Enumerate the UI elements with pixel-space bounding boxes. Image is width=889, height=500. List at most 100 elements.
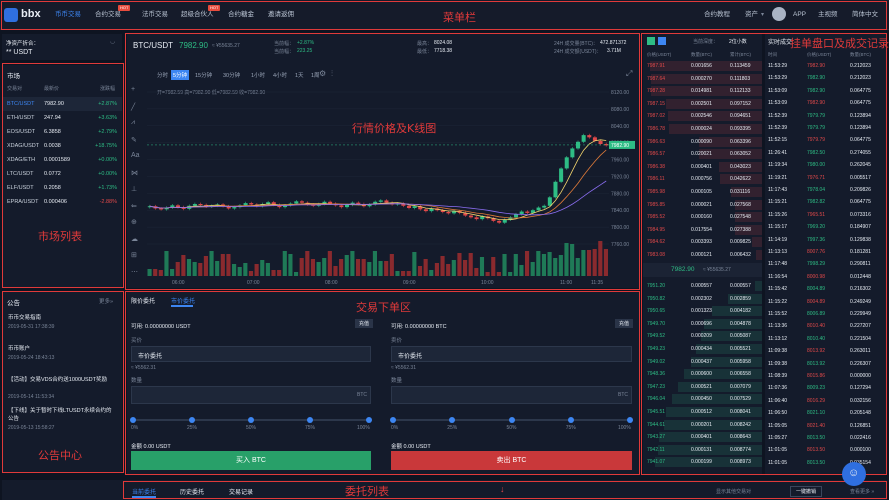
ask-row[interactable]: 7985.52 0.000160 0.027548 [643, 211, 762, 223]
buy-price-input[interactable]: 市价委托 [131, 346, 371, 362]
brush-icon[interactable]: ✎ [131, 136, 137, 144]
bid-row[interactable]: 7949.23 0.000434 0.005521 [643, 343, 762, 355]
nav-item-partner[interactable]: 超级合伙人 [181, 11, 214, 18]
depth-both-icon[interactable] [647, 37, 655, 45]
tab-trade-records[interactable]: 交易记录 [229, 490, 254, 496]
slider-node[interactable] [248, 417, 254, 423]
market-row[interactable]: ELF/USDT 0.2058 +1.73% [2, 181, 122, 195]
notice-item-title[interactable]: 币币交易指南 [8, 315, 42, 321]
interval-tab[interactable]: 分时 [157, 73, 169, 79]
ask-row[interactable]: 7984.95 0.017554 0.027388 [643, 224, 762, 236]
market-row[interactable]: BTC/USDT 7982.90 +2.87% [2, 97, 122, 111]
slider-node[interactable] [627, 417, 633, 423]
slider-node[interactable] [130, 417, 136, 423]
indicator-icon[interactable]: ⫶ [331, 69, 333, 78]
avatar[interactable] [772, 7, 786, 21]
tab-market-order[interactable]: 市价委托 [171, 299, 196, 305]
bid-row[interactable]: 7943.27 0.000401 0.008643 [643, 431, 762, 443]
sell-percent-slider[interactable]: 0% 25% 50% 75% 100% [390, 416, 633, 432]
notice-more-link[interactable]: 更多» [99, 299, 114, 305]
ask-row[interactable]: 7986.57 0.020021 0.063052 [643, 148, 762, 160]
cancel-all-button[interactable]: 一键撤销 [790, 486, 823, 497]
ask-row[interactable]: 7986.11 0.000756 0.042622 [643, 173, 762, 185]
ask-row[interactable]: 7987.91 0.001656 0.113459 [643, 60, 762, 72]
pattern-icon[interactable]: ⋈ [131, 169, 138, 177]
ask-row[interactable]: 7983.08 0.000121 0.006432 [643, 249, 762, 261]
slider-node[interactable] [390, 417, 396, 423]
ask-row[interactable]: 7984.62 0.003393 0.009825 [643, 236, 762, 248]
settings-icon[interactable]: ⚙ [319, 69, 327, 78]
slider-node[interactable] [567, 417, 574, 423]
buy-button[interactable]: 买入 BTC [131, 451, 371, 470]
interval-tab[interactable]: 4小时 [273, 73, 288, 79]
bid-row[interactable]: 7945.51 0.000512 0.008041 [643, 406, 762, 418]
nav-item-spot[interactable]: 币币交易 [55, 11, 81, 18]
bid-row[interactable]: 7942.11 0.000131 0.008774 [643, 444, 762, 456]
bid-row[interactable]: 7950.65 0.001323 0.004182 [643, 305, 762, 317]
nav-item-futures[interactable]: 合约交易 [95, 11, 121, 18]
ask-row[interactable]: 7987.15 0.002501 0.097152 [643, 98, 762, 110]
measure-icon[interactable]: ⊥ [131, 186, 138, 193]
nav-item-referral[interactable]: 邀请返佣 [268, 11, 294, 18]
notice-item-title[interactable]: 【下线】关于暂时下线LTUSDT永续合约的公告 [8, 408, 112, 422]
market-row[interactable]: EOS/USDT 6.3858 +2.79% [2, 125, 122, 139]
logo-icon[interactable] [4, 8, 18, 22]
sell-deposit-button[interactable]: 充值 [615, 319, 634, 328]
bid-row[interactable]: 7951.20 0.000557 0.000557 [643, 280, 762, 292]
nav-item-bonus[interactable]: 合约糖金 [228, 11, 254, 18]
more-icon[interactable]: ⋯ [131, 268, 138, 276]
buy-percent-slider[interactable]: 0% 25% 50% 75% 100% [130, 416, 372, 432]
bid-row[interactable]: 7949.52 0.000209 0.005087 [643, 330, 762, 342]
buy-deposit-button[interactable]: 充值 [355, 319, 374, 328]
logo-text[interactable]: bbx [21, 8, 41, 20]
nav-item-language[interactable]: 简体中文 [852, 11, 878, 18]
slider-node[interactable] [189, 417, 195, 423]
ask-row[interactable]: 7986.38 0.000401 0.043023 [643, 161, 762, 173]
zoom-icon[interactable]: ⊕ [131, 219, 137, 226]
ask-row[interactable]: 7987.02 0.002546 0.094651 [643, 110, 762, 122]
market-row[interactable]: LTC/USDT 0.0772 +0.00% [2, 167, 122, 181]
slider-node[interactable] [508, 417, 515, 423]
market-row[interactable]: ETH/USDT 247.94 +3.63% [2, 111, 122, 125]
sell-qty-input[interactable]: BTC [391, 386, 632, 404]
slider-node[interactable] [449, 417, 456, 423]
interval-tab[interactable]: 15分钟 [195, 73, 213, 79]
nav-item-tutorial[interactable]: 合约教程 [704, 11, 730, 18]
interval-tab[interactable]: 1天 [295, 73, 304, 79]
bid-row[interactable]: 7949.70 0.000696 0.004878 [643, 318, 762, 330]
market-row[interactable]: XDAG/ETH 0.0001589 +0.00% [2, 153, 122, 167]
fullscreen-icon[interactable]: ⤢ [626, 69, 633, 78]
notice-item-title[interactable]: 【活动】交易VDS合约送1000USDT奖励 [8, 377, 108, 383]
cloud-icon[interactable]: ☁ [131, 235, 138, 243]
sell-button[interactable]: 卖出 BTC [391, 451, 632, 470]
bid-row[interactable]: 7941.07 0.000199 0.008973 [643, 456, 762, 468]
hide-other-pairs-checkbox[interactable]: 显示其他交易对 [716, 489, 752, 495]
tab-limit-order[interactable]: 限价委托 [131, 299, 156, 305]
price-chart[interactable]: 8120.008080.008040.008000.007960.007920.… [147, 84, 637, 286]
depth-bids-icon[interactable] [658, 37, 666, 45]
interval-tab[interactable]: 30分钟 [223, 73, 241, 79]
text-tool-icon[interactable]: Aa [131, 152, 140, 159]
interval-tab[interactable]: 1周 [311, 73, 320, 79]
nav-item-assets[interactable]: 资产 [745, 11, 758, 18]
bid-row[interactable]: 7944.61 0.000201 0.008242 [643, 419, 762, 431]
sell-price-input[interactable]: 市价委托 [391, 346, 632, 362]
notice-item-title[interactable]: 币币账户 [8, 346, 31, 352]
ask-row[interactable]: 7986.78 0.000024 0.093395 [643, 123, 762, 135]
market-row[interactable]: EPRA/USDT 0.000406 -2.88% [2, 195, 122, 209]
nav-item-app[interactable]: APP [793, 11, 807, 18]
nav-item-fiat[interactable]: 法币交易 [142, 11, 168, 18]
depth-select[interactable]: 2位小数 [729, 39, 747, 45]
back-icon[interactable]: ⇐ [131, 202, 137, 210]
slider-node[interactable] [366, 417, 372, 423]
bid-row[interactable]: 7947.23 0.000521 0.007079 [643, 381, 762, 393]
slider-node[interactable] [307, 417, 313, 423]
ask-row[interactable]: 7985.98 0.000105 0.031116 [643, 186, 762, 198]
bid-row[interactable]: 7946.04 0.000450 0.007529 [643, 393, 762, 405]
bid-row[interactable]: 7949.02 0.000437 0.005958 [643, 356, 762, 368]
trend-line-icon[interactable]: ╱ [131, 103, 136, 111]
orders-more-link[interactable]: 查看更多 » [850, 489, 875, 495]
ask-row[interactable]: 7986.63 0.000090 0.063396 [643, 136, 762, 148]
crosshair-icon[interactable]: + [131, 86, 136, 93]
bid-row[interactable]: 7948.36 0.000600 0.006558 [643, 368, 762, 380]
